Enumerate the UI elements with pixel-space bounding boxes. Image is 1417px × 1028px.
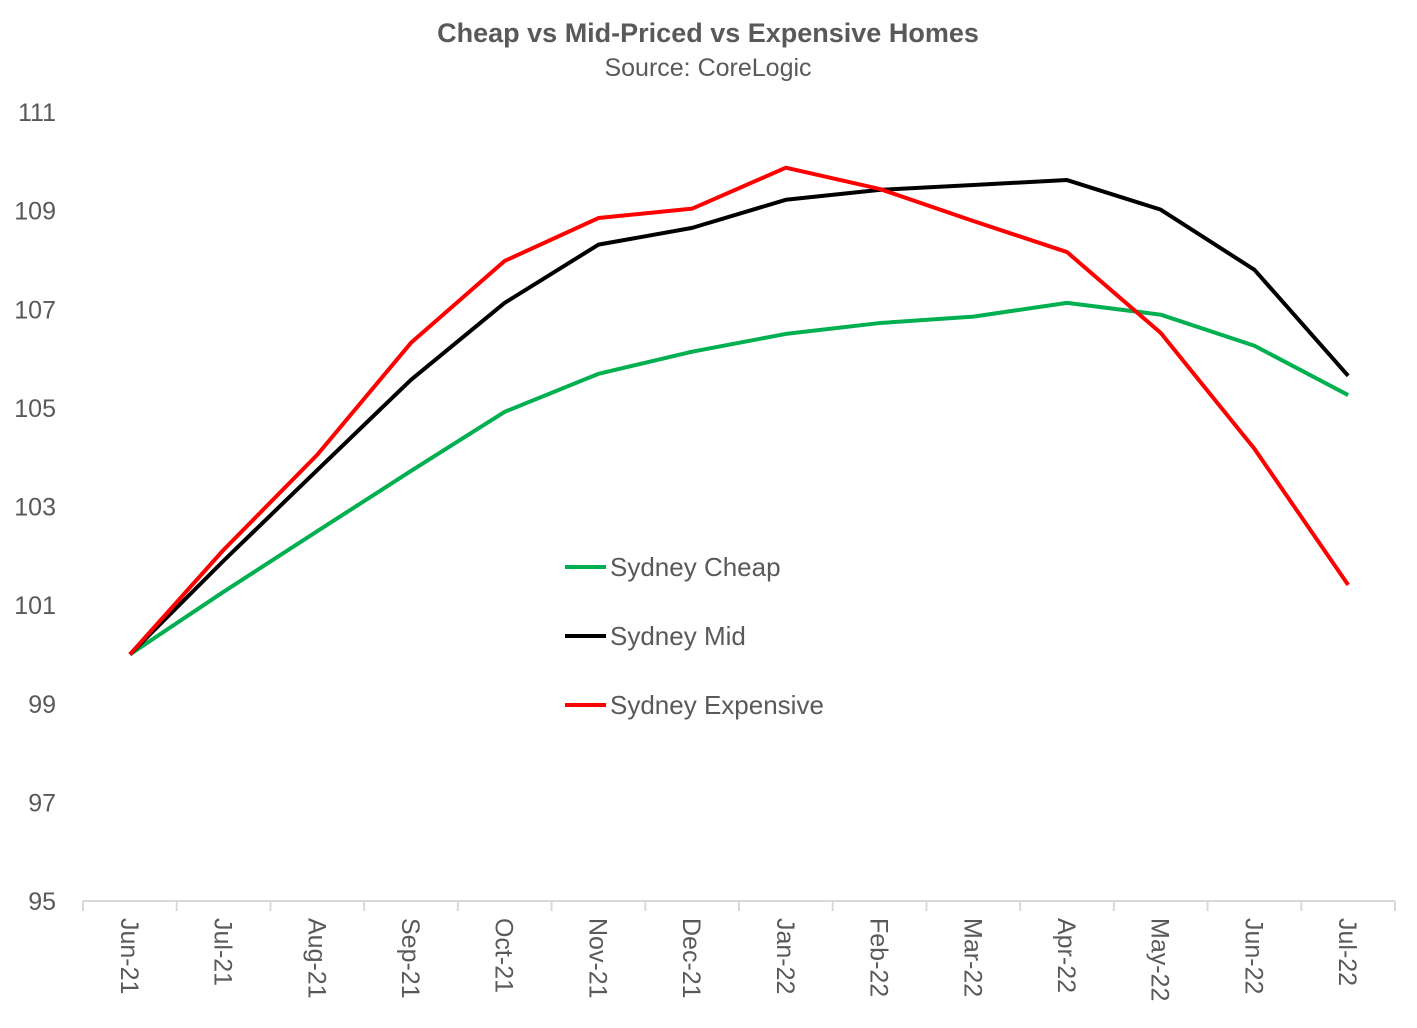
legend-label: Sydney Expensive (610, 690, 824, 720)
legend-item: Sydney Mid (565, 621, 746, 651)
y-tick-label: 95 (28, 888, 56, 916)
series-line-sydney-cheap (128, 300, 1350, 657)
y-tick-label: 107 (14, 296, 56, 324)
x-tick-label: Sep-21 (396, 918, 424, 999)
x-tick-label: Jun-22 (1239, 918, 1267, 994)
x-tick-label: Nov-21 (583, 918, 611, 999)
x-tick-label: Jul-22 (1333, 918, 1361, 986)
legend: Sydney Cheap Sydney Mid Sydney Expensive (565, 552, 824, 720)
x-tick-label: Aug-21 (302, 918, 330, 999)
chart-subtitle: Source: CoreLogic (604, 54, 811, 82)
y-tick-label: 111 (18, 99, 56, 127)
y-tick-label: 105 (14, 395, 56, 423)
x-tick-label: Jun-21 (115, 918, 143, 994)
x-tick-label: Mar-22 (958, 918, 986, 997)
legend-item: Sydney Expensive (565, 690, 824, 720)
y-axis: 95 97 99 101 103 105 107 109 111 (14, 99, 56, 916)
y-tick-label: 101 (14, 592, 56, 620)
series-line-sydney-mid (128, 178, 1350, 656)
y-tick-label: 99 (28, 691, 56, 719)
series-lines (128, 165, 1350, 657)
x-tick-label: May-22 (1146, 918, 1174, 1001)
x-tick-label: Jul-21 (209, 918, 237, 986)
x-axis: Jun-21 Jul-21 Aug-21 Sep-21 Oct-21 Nov-21 Dec-… (82, 900, 1396, 1001)
x-tick-label: Apr-22 (1052, 918, 1080, 993)
chart-title: Cheap vs Mid-Priced vs Expensive Homes (437, 18, 979, 48)
legend-item: Sydney Cheap (565, 552, 781, 582)
x-tick-label: Dec-21 (677, 918, 705, 999)
y-tick-label: 97 (28, 789, 56, 817)
y-tick-label: 103 (14, 494, 56, 522)
x-tick-label: Jan-22 (771, 918, 799, 994)
legend-label: Sydney Mid (610, 621, 746, 651)
series-line-sydney-expensive (128, 165, 1350, 656)
x-tick-label: Oct-21 (490, 918, 518, 993)
legend-label: Sydney Cheap (610, 552, 781, 582)
y-tick-label: 109 (14, 198, 56, 226)
x-tick-label: Feb-22 (865, 918, 893, 997)
